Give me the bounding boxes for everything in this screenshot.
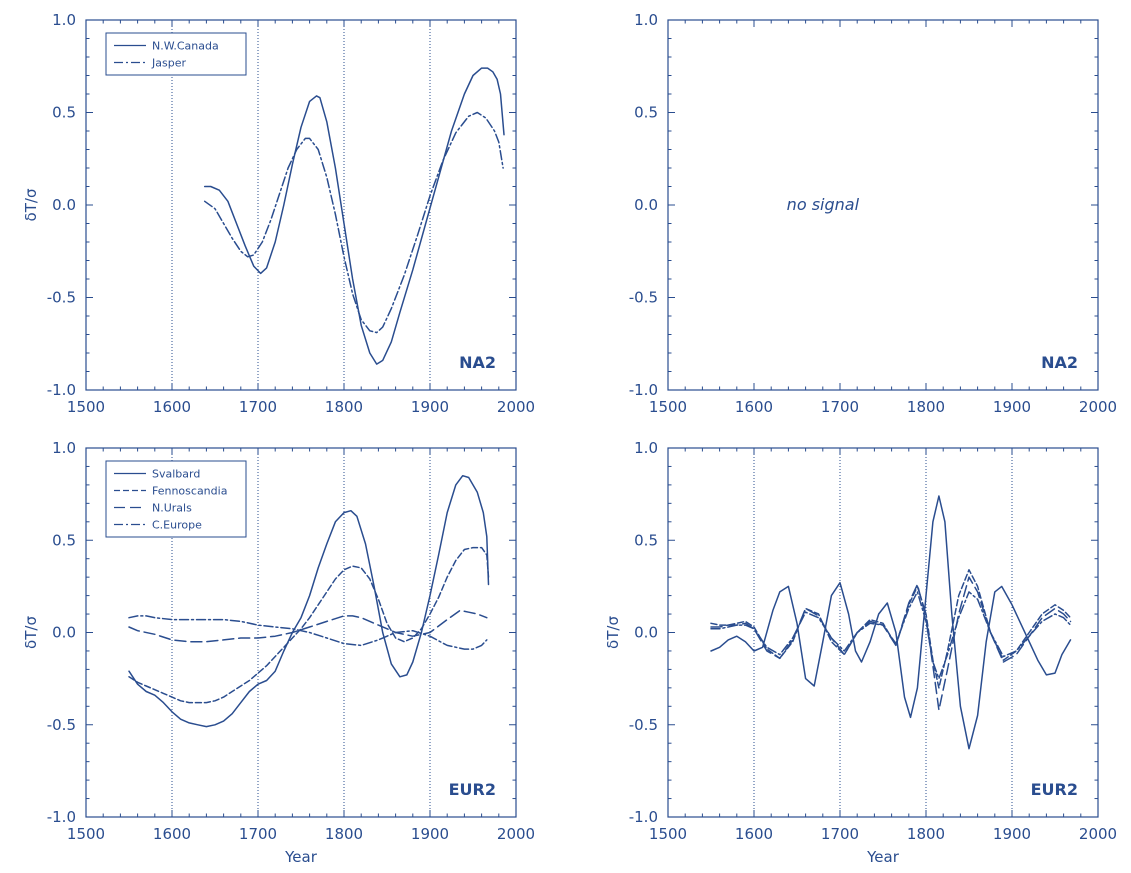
y-tick-label: 0.5 [634,104,658,122]
series-line-1 [710,495,1072,750]
x-tick-label: 2000 [497,825,535,843]
y-tick-label: -1.0 [47,381,76,399]
y-tick-label: 1.0 [634,439,658,457]
y-tick-label: 0.0 [52,196,76,214]
series-line-c-europe [128,615,488,650]
series-line-2 [710,569,1072,689]
series-line-n-urals [128,609,488,643]
y-tick-label: -1.0 [629,808,658,826]
x-axis-label: Year [866,848,900,866]
plot-frame [667,19,1099,391]
x-tick-label: 1600 [153,825,191,843]
y-axis-label: δT/σ [22,616,40,649]
legend-box [105,32,247,76]
y-tick-label: 0.0 [52,624,76,642]
region-label: EUR2 [449,780,496,799]
series-line-n-w-canada [203,67,505,365]
y-tick-label: -0.5 [47,289,76,307]
region-label: NA2 [1041,353,1078,372]
y-tick-label: -0.5 [629,289,658,307]
panel-top-left: 1500 1600 1700 1800 1900 2000 -1.0 -0.5 0.0 0.5 1.… [22,11,535,416]
panel-bottom-right: 1500 1600 1700 1800 1900 2000 -1.0 -0.5 0.0 0.5 1.… [604,439,1117,866]
x-tick-label: 1500 [67,825,105,843]
region-label: NA2 [459,353,496,372]
y-tick-label: 0.5 [634,531,658,549]
x-tick-label: 1900 [993,398,1031,416]
series-line-jasper [203,111,504,334]
x-tick-label: 1600 [735,825,773,843]
x-tick-label: 1700 [821,398,859,416]
x-tick-label: 1700 [239,398,277,416]
x-tick-label: 1800 [325,825,363,843]
legend-entry: N.Urals [152,502,192,515]
x-tick-label: 2000 [1079,398,1117,416]
x-tick-label: 1700 [239,825,277,843]
x-tick-label: 1500 [649,825,687,843]
x-tick-label: 2000 [497,398,535,416]
plot-frame [667,447,1099,818]
legend-entry: Jasper [151,57,186,70]
x-axis-label: Year [284,848,318,866]
y-tick-label: -0.5 [47,716,76,734]
x-tick-label: 2000 [1079,825,1117,843]
x-tick-label: 1900 [411,398,449,416]
y-tick-label: 0.0 [634,624,658,642]
y-tick-label: 0.0 [634,196,658,214]
x-tick-label: 1500 [649,398,687,416]
x-tick-label: 1500 [67,398,105,416]
y-tick-label: -0.5 [629,716,658,734]
series-line-fennoscandia [128,546,490,704]
series-line-4 [710,591,1072,680]
y-axis-label: δT/σ [604,616,622,649]
panel-bottom-left: 1500 1600 1700 1800 1900 2000 -1.0 -0.5 0.0 0.5 1.… [22,439,535,866]
x-tick-label: 1900 [993,825,1031,843]
no-signal-annotation: no signal [787,195,860,214]
y-tick-label: 0.5 [52,531,76,549]
y-tick-label: 1.0 [52,439,76,457]
x-tick-label: 1700 [821,825,859,843]
y-axis-label: δT/σ [22,188,40,221]
region-label: EUR2 [1031,780,1078,799]
y-tick-label: -1.0 [629,381,658,399]
series-line-svalbard [128,474,490,728]
y-tick-label: 1.0 [634,11,658,29]
x-tick-label: 1900 [411,825,449,843]
series-line-3 [710,576,1072,711]
y-tick-label: 1.0 [52,11,76,29]
y-tick-label: -1.0 [47,808,76,826]
legend-entry: Svalbard [152,468,200,481]
y-tick-label: 0.5 [52,104,76,122]
x-tick-label: 1800 [325,398,363,416]
x-tick-label: 1600 [735,398,773,416]
legend-entry: Fennoscandia [152,485,227,498]
panel-top-right: 1500 1600 1700 1800 1900 2000 -1.0 -0.5 0.0 0.5 1.… [629,11,1117,416]
x-tick-label: 1600 [153,398,191,416]
x-tick-label: 1800 [907,398,945,416]
x-tick-label: 1800 [907,825,945,843]
legend-entry: C.Europe [152,519,202,532]
legend-entry: N.W.Canada [152,40,219,53]
